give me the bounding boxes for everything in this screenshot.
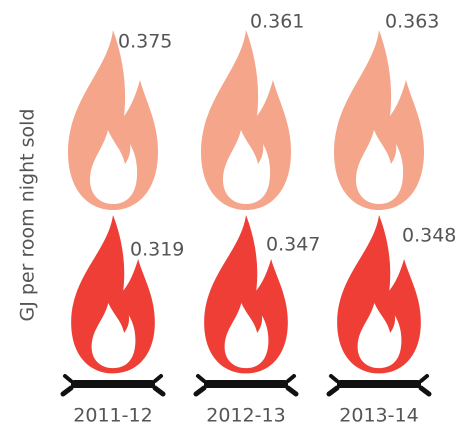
value-label: 0.361: [250, 11, 304, 33]
flame: [337, 215, 421, 374]
burner-leg: [286, 374, 296, 383]
burner-leg: [419, 374, 429, 383]
x-tick-label: 2013-14: [339, 405, 418, 427]
burner-base: [204, 380, 288, 388]
flame: [68, 30, 158, 210]
flame: [204, 215, 288, 374]
burner-base: [71, 380, 155, 388]
burner-base: [337, 380, 421, 388]
x-tick-label: 2011-12: [73, 405, 152, 427]
burner-leg: [152, 385, 166, 397]
flame: [201, 30, 291, 210]
burner-leg: [153, 374, 163, 383]
burner-leg: [60, 385, 74, 397]
burner-leg: [193, 385, 207, 397]
value-label: 0.348: [402, 225, 456, 247]
flame: [334, 30, 424, 210]
burner-leg: [326, 385, 340, 397]
value-label: 0.375: [118, 31, 172, 53]
x-tick-label: 2012-13: [206, 405, 285, 427]
burner-leg: [285, 385, 299, 397]
flame: [71, 215, 155, 374]
burner-leg: [418, 385, 432, 397]
value-label: 0.347: [266, 234, 320, 256]
value-label: 0.363: [385, 11, 439, 33]
burner-leg: [329, 374, 339, 383]
y-axis-label: GJ per room night sold: [17, 109, 39, 322]
burner-leg: [63, 374, 73, 383]
value-label: 0.319: [130, 239, 184, 261]
burner-leg: [196, 374, 206, 383]
